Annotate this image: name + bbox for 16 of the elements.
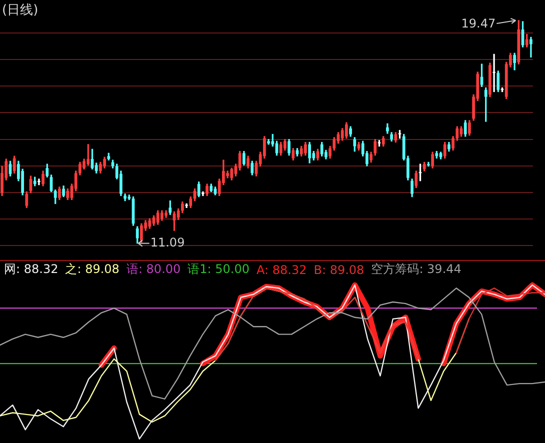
text: 语1: 50.00 [188, 261, 250, 278]
series-label: B: 89.08 [314, 262, 364, 276]
candlestick [492, 54, 496, 92]
candlestick [38, 178, 40, 186]
text: 语: 80.00 [126, 261, 181, 278]
series-label: 空方筹码: 39.44 [371, 261, 462, 278]
candlestick [202, 191, 204, 196]
annotation: 19.47 [461, 16, 496, 31]
candlestick [427, 162, 430, 167]
annotation: 11.09 [150, 235, 185, 250]
series-label: A: 88.32 [256, 262, 307, 276]
candlestick [530, 36, 532, 58]
chart-title: (日线) [2, 2, 38, 19]
text: 网: 88.32 [4, 261, 58, 278]
candlestick [185, 203, 188, 208]
text: 之: 89.08 [65, 261, 120, 278]
